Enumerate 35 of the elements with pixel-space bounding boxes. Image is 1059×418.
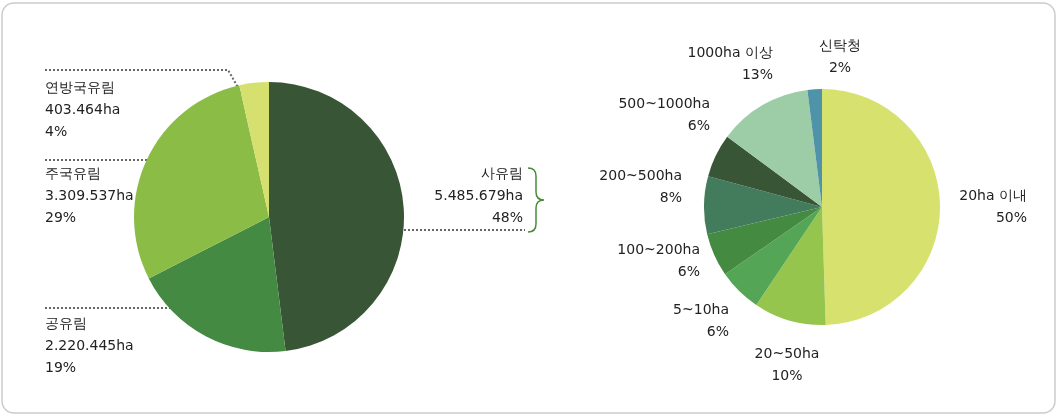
- data-label: 3.309.537ha 29%: [45, 187, 134, 225]
- slice-label: 5~10ha: [673, 301, 729, 317]
- data-label: 50%: [995, 209, 1027, 225]
- slice-label: 1000ha 이상: [687, 44, 773, 60]
- pie-slice: [756, 207, 826, 325]
- data-label: 13%: [741, 66, 773, 82]
- data-label: 5.485.679ha 48%: [434, 187, 523, 225]
- data-label: 10%: [771, 367, 803, 383]
- pie-slice: [269, 82, 404, 351]
- data-label: 6%: [687, 117, 710, 133]
- pie-slice: [704, 176, 822, 235]
- data-label: 2.220.445ha 19%: [45, 337, 134, 375]
- slice-label: 20~50ha: [754, 345, 820, 361]
- pie-slice: [134, 85, 269, 279]
- data-label: 403.464ha 4%: [45, 101, 121, 139]
- slice-label: 공유림: [45, 315, 87, 331]
- data-label: 2%: [828, 59, 852, 75]
- slice-label: 주국유림: [45, 165, 101, 181]
- slice-label: 연방국유림: [45, 79, 115, 95]
- slice-label: 신탁청: [819, 37, 861, 53]
- pie-slice: [148, 217, 286, 352]
- data-label: 8%: [659, 189, 682, 205]
- pie-slice: [725, 207, 822, 305]
- data-label: 6%: [706, 323, 729, 339]
- pie-slice: [239, 82, 269, 217]
- data-label: 6%: [677, 263, 700, 279]
- slice-label: 200~500ha: [599, 167, 682, 183]
- pie-slice: [707, 207, 822, 275]
- slice-label: 사유림: [481, 165, 523, 181]
- slice-label: 20ha 이내: [959, 187, 1027, 203]
- slice-label: 500~1000ha: [618, 95, 710, 111]
- pie-slice: [727, 89, 822, 207]
- pie-slice: [822, 89, 940, 325]
- slice-label: 100~200ha: [617, 241, 700, 257]
- pie-slice: [708, 136, 822, 207]
